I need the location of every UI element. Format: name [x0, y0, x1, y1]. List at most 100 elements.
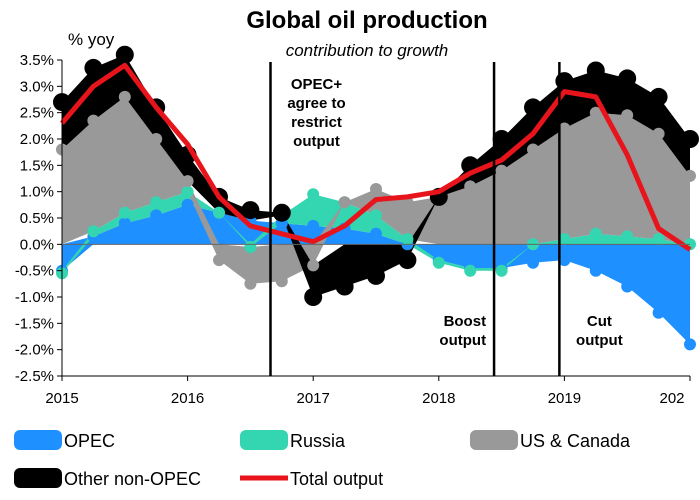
point-us-canada — [87, 114, 100, 127]
point-other-non-opec — [241, 201, 260, 220]
point-other-non-opec — [586, 61, 605, 80]
event-annotation: Cut — [587, 313, 612, 330]
point-us-canada — [150, 133, 163, 145]
x-tick-label: 2016 — [171, 390, 204, 407]
point-opec — [181, 198, 194, 211]
legend-swatch-other-non-opec — [14, 468, 62, 488]
line-total-output — [60, 62, 692, 252]
y-tick-label: -0.5% — [15, 263, 54, 280]
point-other-non-opec — [304, 288, 323, 306]
point-opec — [150, 209, 163, 222]
dot-layer — [53, 45, 699, 351]
y-axis-label: % yoy — [68, 30, 115, 49]
point-us-canada — [338, 196, 351, 209]
total-line-layer — [60, 62, 692, 252]
legend-label-total-output: Total output — [290, 469, 383, 489]
point-opec — [589, 264, 602, 277]
legend-label-opec: OPEC — [64, 431, 115, 451]
point-us-canada — [181, 175, 194, 188]
point-opec — [527, 256, 539, 269]
point-russia — [150, 196, 163, 209]
event-annotation: restrict — [291, 114, 342, 131]
event-annotation: agree to — [287, 95, 345, 112]
point-opec — [307, 219, 320, 232]
y-tick-label: 0.5% — [20, 210, 54, 227]
y-tick-label: 2.0% — [20, 131, 54, 148]
event-annotation: Boost — [444, 313, 487, 330]
legend-swatch-russia — [240, 430, 288, 450]
point-opec — [652, 306, 665, 319]
chart-title: Global oil production — [246, 7, 487, 34]
point-other-non-opec — [398, 251, 417, 270]
point-us-canada — [527, 143, 539, 156]
legend-swatch-opec — [14, 430, 62, 450]
y-tick-label: 3.5% — [20, 52, 54, 69]
annotation-layer: OPEC+ agree to restrict output Boost output Cu… — [269, 62, 623, 376]
point-other-non-opec — [115, 45, 134, 64]
point-us-canada — [464, 180, 477, 193]
x-tick-label: 202 — [659, 390, 684, 407]
point-russia — [181, 185, 194, 198]
point-us-canada — [495, 164, 508, 177]
y-tick-label: 1.0% — [20, 184, 54, 201]
y-tick-label: -2.0% — [15, 342, 54, 359]
legend: OPEC Russia US & Canada Other non-OPEC Total… — [14, 430, 631, 489]
point-us-canada — [621, 109, 634, 122]
point-us-canada — [589, 106, 602, 119]
point-us-canada — [275, 275, 288, 288]
point-us-canada — [558, 122, 571, 135]
event-annotation: output — [576, 332, 623, 349]
point-other-non-opec — [649, 87, 668, 106]
x-tick-label: 2019 — [548, 390, 581, 407]
point-us-canada — [118, 90, 131, 103]
point-russia — [401, 233, 414, 246]
point-other-non-opec — [272, 203, 291, 222]
point-other-non-opec — [524, 98, 542, 117]
y-tick-label: 2.5% — [20, 105, 54, 122]
point-other-non-opec — [84, 58, 103, 77]
legend-label-other-non-opec: Other non-OPEC — [64, 469, 201, 489]
point-russia — [370, 209, 382, 222]
point-other-non-opec — [492, 130, 511, 148]
legend-label-russia: Russia — [290, 431, 346, 451]
axes-layer: 3.5% 3.0% 2.5% 2.0% 1.5% 1.0% 0.5% 0.0% -0.5% -1.… — [15, 52, 691, 407]
y-tick-label: 1.5% — [20, 157, 54, 174]
point-opec — [621, 280, 634, 293]
point-opec — [370, 227, 382, 240]
point-other-non-opec — [618, 69, 637, 88]
point-other-non-opec — [555, 72, 574, 91]
y-tick-label: -1.0% — [15, 289, 54, 306]
point-us-canada — [213, 254, 225, 267]
point-russia — [464, 264, 477, 277]
point-us-canada — [684, 169, 696, 182]
point-russia — [589, 227, 602, 240]
point-opec — [558, 254, 571, 267]
y-tick-label: -2.5% — [15, 368, 54, 385]
event-annotation: output — [293, 133, 340, 150]
point-russia — [558, 233, 571, 246]
point-us-canada — [652, 127, 665, 140]
point-us-canada — [244, 277, 257, 290]
x-tick-label: 2017 — [297, 390, 330, 407]
point-russia — [307, 188, 320, 201]
point-russia — [118, 206, 131, 219]
event-annotation: OPEC+ — [291, 76, 343, 93]
point-us-canada — [370, 183, 382, 195]
point-russia — [213, 206, 225, 219]
x-tick-label: 2015 — [45, 390, 78, 407]
point-us-canada — [307, 259, 320, 272]
point-opec — [118, 217, 131, 230]
legend-label-us-canada: US & Canada — [520, 431, 631, 451]
y-tick-label: 3.0% — [20, 78, 54, 95]
point-russia — [432, 256, 445, 269]
y-tick-label: -1.5% — [15, 315, 54, 332]
legend-swatch-us-canada — [470, 430, 518, 450]
x-tick-label: 2018 — [422, 390, 455, 407]
point-russia — [244, 241, 257, 253]
point-other-non-opec — [681, 130, 699, 148]
y-tick-label: 0.0% — [20, 236, 54, 253]
point-russia — [652, 233, 665, 246]
point-other-non-opec — [335, 277, 354, 296]
point-russia — [87, 225, 100, 238]
